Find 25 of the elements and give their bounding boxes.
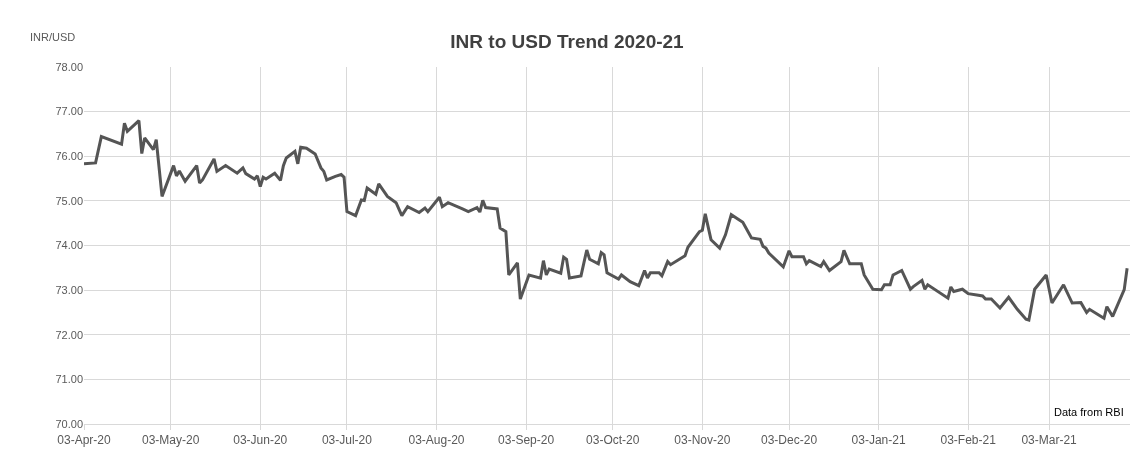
x-tick-label: 03-Feb-21 xyxy=(940,433,997,448)
x-tick-label: 03-Jun-20 xyxy=(233,433,288,448)
y-tick-label: 73.00 xyxy=(55,283,83,296)
x-tick-label: 03-Aug-20 xyxy=(408,433,465,448)
annotation: Data from RBI xyxy=(1054,406,1124,418)
chart-title: INR to USD Trend 2020-21 xyxy=(450,30,685,52)
y-tick-label: 70.00 xyxy=(55,417,83,430)
y-tick-label: 74.00 xyxy=(55,239,83,252)
x-tick-label: 03-Sep-20 xyxy=(498,433,555,448)
y-tick-label: 77.00 xyxy=(55,105,83,118)
x-tick-label: 03-Dec-20 xyxy=(761,433,818,448)
y-tick-label: 78.00 xyxy=(55,60,83,73)
y-tick-label: 71.00 xyxy=(55,373,83,386)
x-tick-label: 03-Apr-20 xyxy=(57,433,111,448)
x-tick-label: 03-Oct-20 xyxy=(586,433,640,448)
x-tick-label: 03-May-20 xyxy=(142,433,200,448)
y-tick-label: 75.00 xyxy=(55,194,83,207)
x-tick-label: 03-Nov-20 xyxy=(674,433,731,448)
y-tick-label: 76.00 xyxy=(55,150,83,163)
x-tick-label: 03-Jul-20 xyxy=(321,433,373,448)
x-tick-label: 03-Mar-21 xyxy=(1021,433,1078,448)
x-tick-label: 03-Jan-21 xyxy=(851,433,906,448)
line-series xyxy=(84,119,1129,322)
y-tick-label: 72.00 xyxy=(55,328,83,341)
y-axis-title: INR/USD xyxy=(30,31,76,43)
